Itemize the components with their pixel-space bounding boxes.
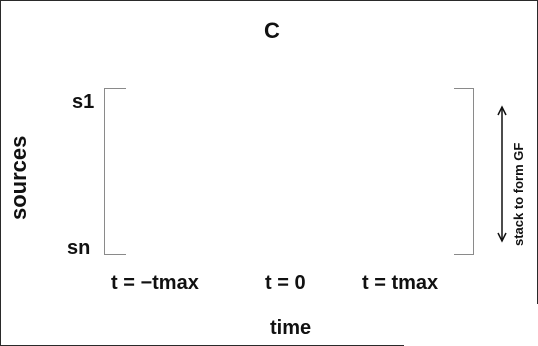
y-axis-label: sources: [6, 135, 31, 220]
matrix-right-bracket: [454, 88, 474, 255]
stack-annotation: stack to form GF: [511, 142, 526, 246]
source-first-label: s1: [72, 91, 95, 113]
source-last-label: sn: [67, 237, 91, 259]
x-axis-label: time: [270, 317, 312, 339]
time-tick-negative: t = −tmax: [111, 272, 199, 294]
panel-title: C: [264, 18, 280, 43]
time-tick-zero: t = 0: [265, 272, 306, 294]
double-arrow-icon: [497, 105, 507, 243]
time-tick-positive: t = tmax: [362, 272, 439, 294]
matrix-left-bracket: [104, 88, 126, 255]
